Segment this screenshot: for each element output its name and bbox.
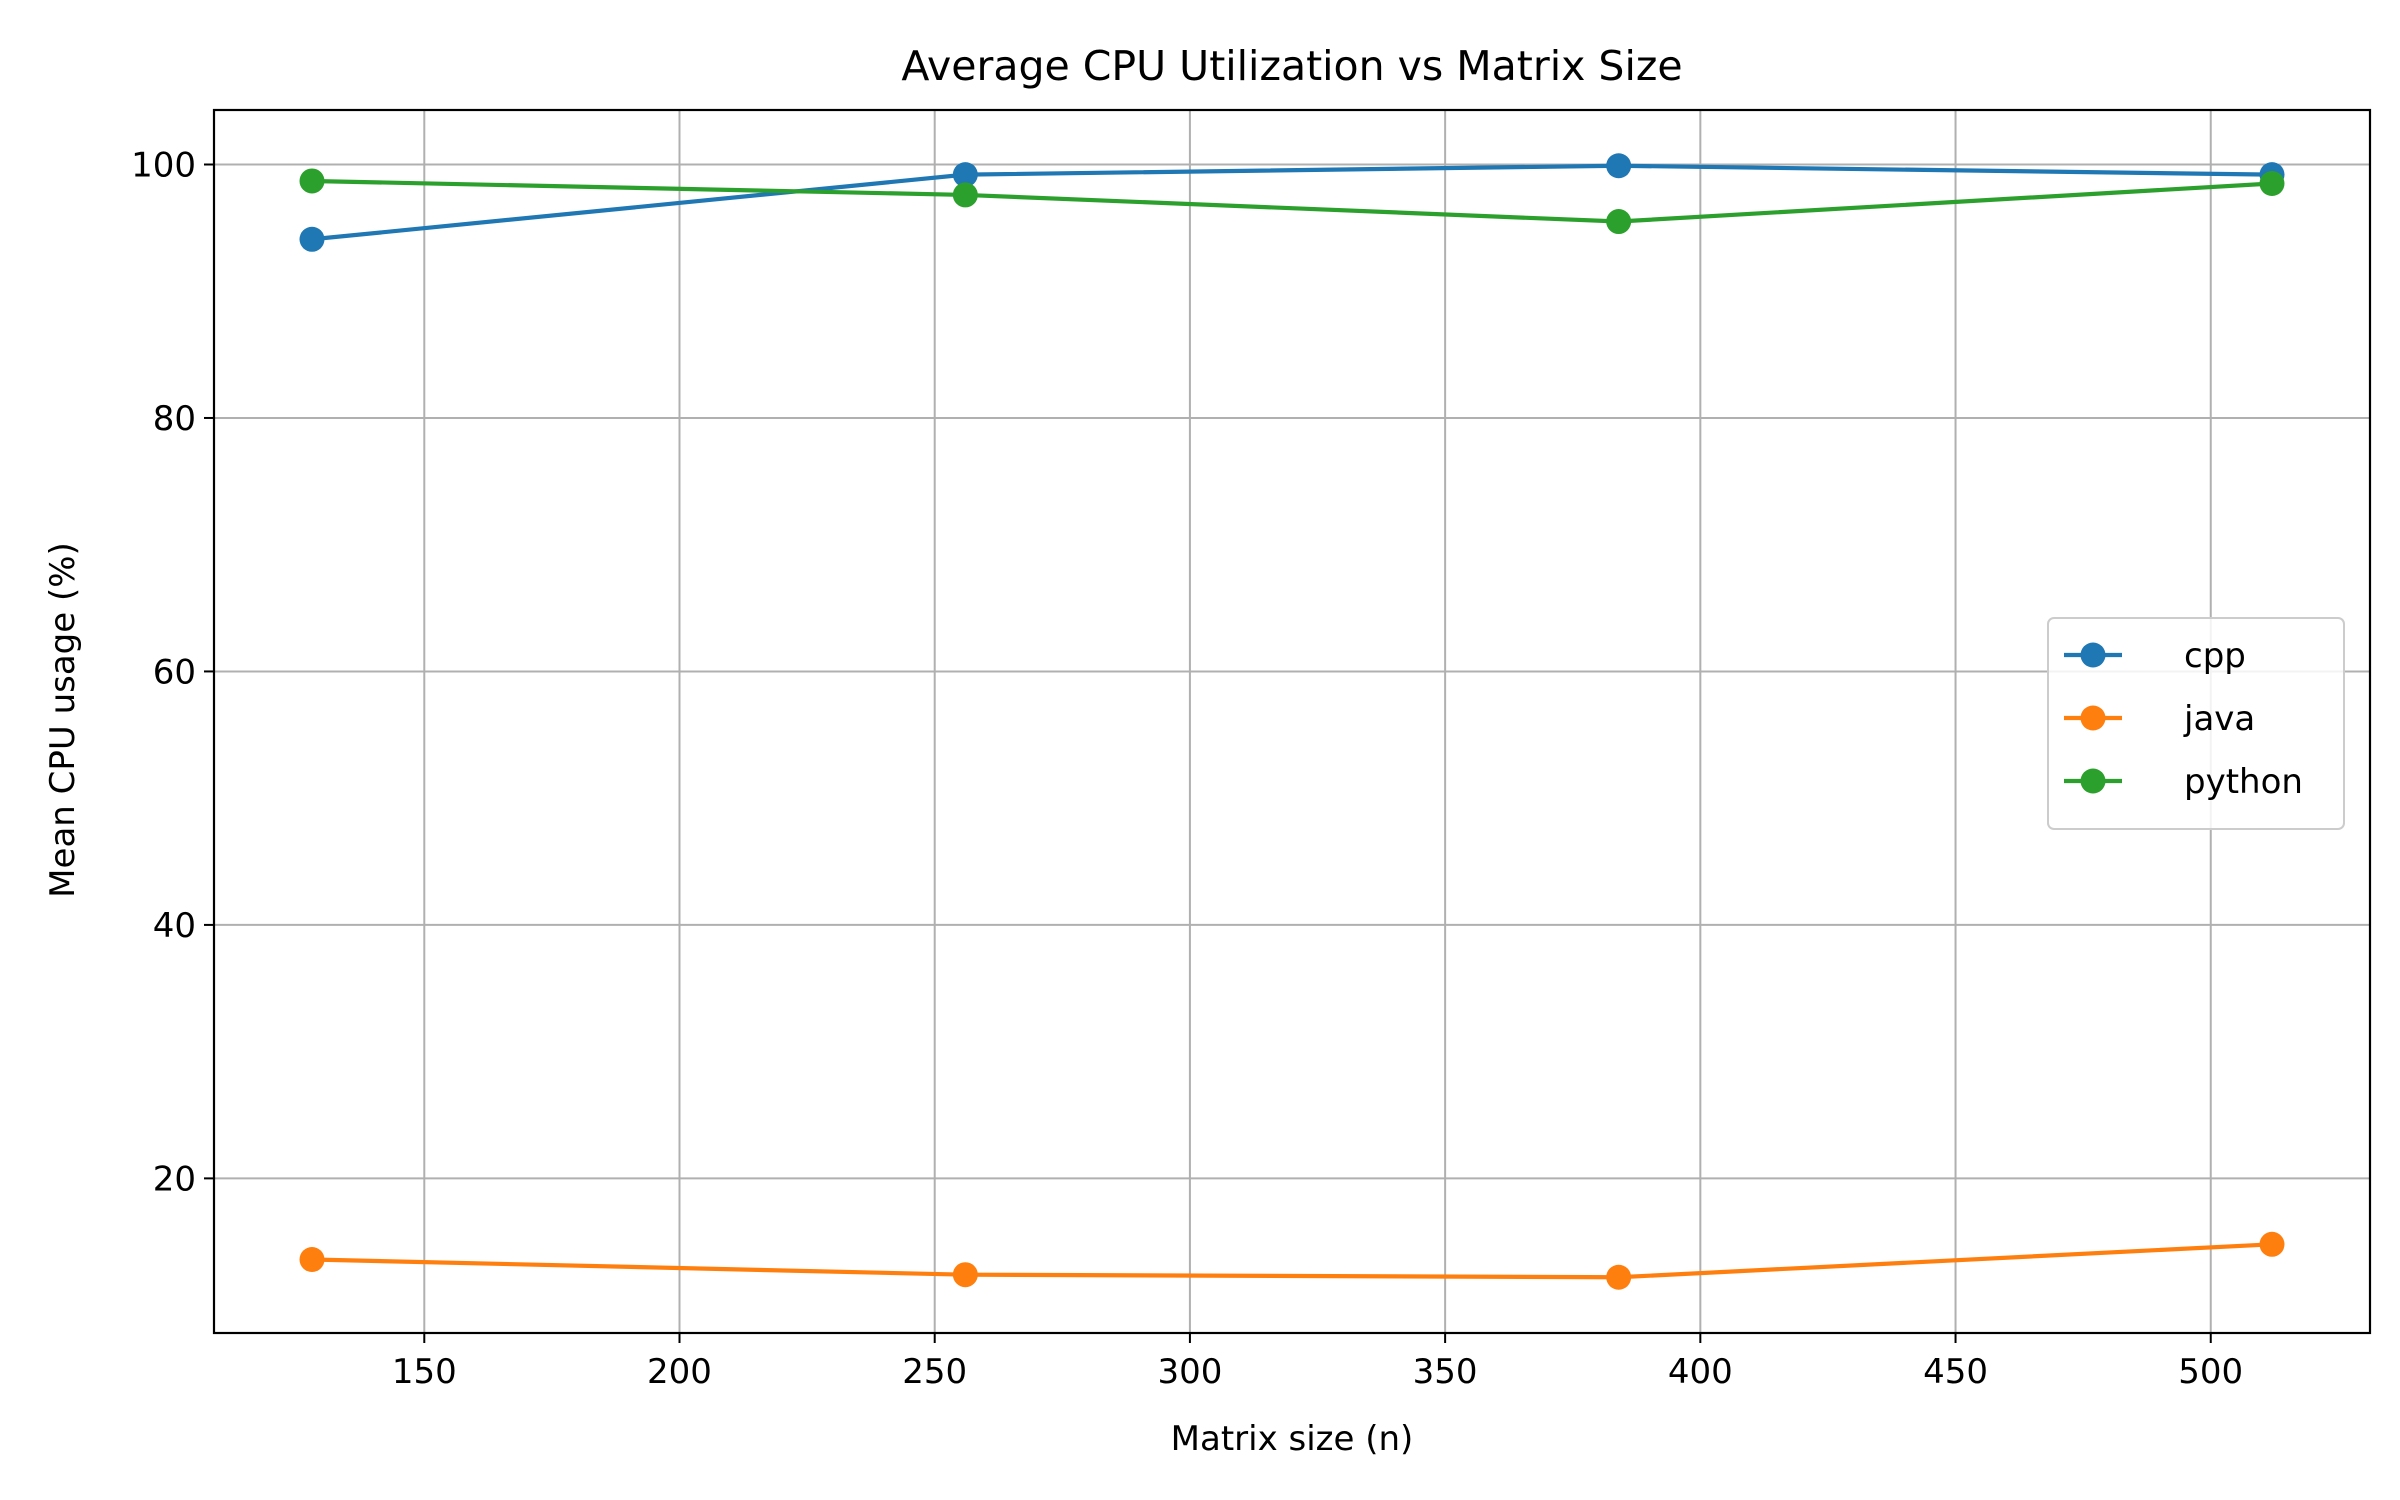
x-tick-label: 400 (1668, 1352, 1733, 1392)
x-tick-label: 500 (2178, 1352, 2243, 1392)
legend-label: python (2184, 762, 2303, 802)
legend-item-python: python (2064, 762, 2303, 802)
data-point-python (1606, 209, 1632, 235)
data-point-python (2259, 171, 2285, 197)
y-tick-label: 80 (153, 399, 196, 439)
chart-title: Average CPU Utilization vs Matrix Size (901, 42, 1682, 90)
data-point-cpp (1606, 153, 1632, 179)
legend-box (2047, 617, 2345, 830)
series-cpp (299, 153, 2285, 252)
y-tick-label: 60 (153, 652, 196, 692)
legend-item-cpp: cpp (2064, 636, 2246, 676)
data-point-python (299, 168, 325, 194)
y-tick-label: 100 (131, 145, 196, 185)
data-point-java (1606, 1264, 1632, 1290)
x-axis-ticks: 150 200 250 300 350 400 450 500 (392, 1333, 2243, 1392)
data-point-cpp (299, 226, 325, 252)
legend: cpp java python (2047, 617, 2345, 830)
series-line-java (311, 1242, 2273, 1280)
series-java (299, 1231, 2285, 1290)
data-point-java (952, 1262, 978, 1288)
x-tick-label: 250 (902, 1352, 967, 1392)
x-tick-label: 300 (1157, 1352, 1222, 1392)
x-tick-label: 150 (392, 1352, 457, 1392)
data-point-java (2259, 1231, 2285, 1257)
y-tick-label: 20 (153, 1159, 196, 1199)
legend-swatch-marker (2080, 642, 2106, 668)
series-line-python (311, 178, 2273, 224)
y-tick-label: 40 (153, 906, 196, 946)
data-point-java (299, 1246, 325, 1272)
y-axis-ticks: 20 40 60 80 100 (131, 145, 214, 1199)
legend-item-java: java (2064, 699, 2255, 739)
series-layer (299, 153, 2285, 1290)
series-line-cpp (311, 163, 2273, 242)
plot-frame (212, 108, 2372, 1335)
legend-label: java (2183, 699, 2255, 739)
legend-swatch-marker (2080, 705, 2106, 731)
x-axis-label: Matrix size (n) (1171, 1419, 1414, 1459)
x-tick-label: 350 (1413, 1352, 1478, 1392)
grid-lines (214, 110, 2370, 1333)
data-point-python (952, 182, 978, 208)
legend-label: cpp (2184, 636, 2246, 676)
y-axis-label: Mean CPU usage (%) (43, 542, 83, 898)
series-python (299, 168, 2285, 235)
x-tick-label: 450 (1923, 1352, 1988, 1392)
x-tick-label: 200 (647, 1352, 712, 1392)
legend-swatch-marker (2080, 768, 2106, 794)
data-point-cpp (952, 162, 978, 188)
